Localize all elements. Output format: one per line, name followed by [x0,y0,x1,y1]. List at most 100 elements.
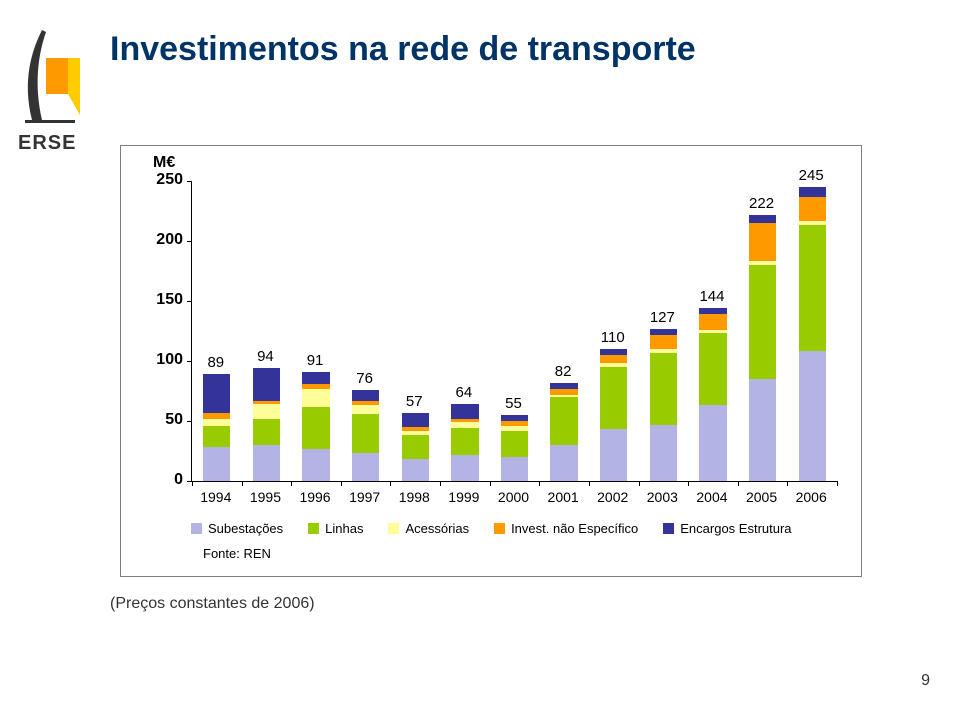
bar-segment-acessorias [253,404,280,418]
bar-segment-linhas [352,414,379,454]
bar-total-label: 127 [650,309,675,326]
bar-segment-subestacoes [501,457,528,481]
legend-label: Linhas [325,521,363,536]
x-axis-label: 2005 [746,489,777,505]
bar-segment-acessorias [650,349,677,353]
legend-item-nao_especifico: Invest. não Específico [494,521,638,536]
legend-swatch [663,523,674,534]
x-axis-label: 1996 [299,489,330,505]
bar-segment-nao_especifico [253,401,280,405]
bar-segment-linhas [203,426,230,448]
x-tick [589,481,590,486]
legend-label: Subestações [208,521,283,536]
page-title: Investimentos na rede de transporte [110,30,696,69]
x-tick [341,481,342,486]
x-tick [291,481,292,486]
x-axis-label: 1995 [250,489,281,505]
bar-total-label: 91 [307,352,324,369]
bar-segment-nao_especifico [650,335,677,349]
bar-segment-subestacoes [451,455,478,481]
bar-segment-nao_especifico [203,413,230,419]
plot-area [191,181,837,482]
bar-segment-nao_especifico [501,421,528,426]
bar-segment-encargos_estrutura [451,404,478,418]
y-tick [187,301,192,302]
bar-segment-acessorias [451,422,478,428]
x-axis-label: 2006 [796,489,827,505]
x-tick [837,481,838,486]
bar-segment-nao_especifico [550,389,577,395]
bar-segment-encargos_estrutura [550,383,577,389]
y-tick-label: 200 [143,231,183,249]
bar-segment-linhas [699,333,726,405]
bar-segment-subestacoes [302,449,329,481]
legend-swatch [388,523,399,534]
y-tick [187,421,192,422]
x-tick [390,481,391,486]
bar-segment-linhas [451,428,478,454]
bar-segment-encargos_estrutura [749,215,776,223]
x-tick [539,481,540,486]
bar-segment-nao_especifico [600,355,627,363]
legend-item-acessorias: Acessórias [388,521,469,536]
x-axis-label: 2001 [548,489,579,505]
bar-total-label: 76 [356,370,373,387]
legend-label: Invest. não Específico [511,521,638,536]
bar-segment-subestacoes [203,447,230,481]
bar-segment-subestacoes [402,459,429,481]
bar-segment-acessorias [799,221,826,226]
y-tick-label: 150 [143,291,183,309]
chart-legend: Subestações Linhas Acessórias Invest. não E… [191,521,836,536]
bar-segment-nao_especifico [699,314,726,330]
bar-total-label: 82 [555,363,572,380]
x-axis-label: 1994 [200,489,231,505]
y-tick-label: 0 [143,471,183,489]
x-tick [490,481,491,486]
legend-item-linhas: Linhas [308,521,363,536]
bar-segment-acessorias [402,431,429,436]
bar-segment-encargos_estrutura [699,308,726,314]
bar-segment-acessorias [550,395,577,397]
bar-total-label: 64 [456,384,473,401]
bar-segment-subestacoes [699,405,726,481]
x-tick [738,481,739,486]
bar-segment-acessorias [352,405,379,413]
legend-label: Acessórias [405,521,469,536]
bar-segment-subestacoes [600,429,627,481]
y-tick [187,241,192,242]
bar-total-label: 55 [505,395,522,412]
source-label: Fonte: REN [203,546,271,561]
x-axis-label: 2003 [647,489,678,505]
bar-segment-subestacoes [253,445,280,481]
prices-note: (Preços constantes de 2006) [110,595,315,613]
x-axis-label: 1997 [349,489,380,505]
bar-segment-subestacoes [650,425,677,481]
bar-total-label: 222 [749,195,774,212]
bar-segment-linhas [550,397,577,445]
bar-segment-nao_especifico [352,401,379,406]
legend-swatch [308,523,319,534]
bar-segment-acessorias [501,426,528,431]
x-axis-label: 1999 [448,489,479,505]
bar-total-label: 89 [207,354,224,371]
bar-segment-acessorias [699,330,726,334]
legend-label: Encargos Estrutura [680,521,791,536]
erse-logo [20,30,80,125]
y-tick [187,181,192,182]
bar-segment-encargos_estrutura [402,413,429,427]
bar-segment-nao_especifico [402,427,429,431]
x-tick [242,481,243,486]
x-tick [192,481,193,486]
bar-segment-acessorias [749,261,776,265]
x-tick [688,481,689,486]
bar-segment-nao_especifico [302,384,329,389]
x-tick [440,481,441,486]
bar-segment-subestacoes [799,351,826,481]
chart-container: M€ 050100150200250 199419951996199719981… [120,145,862,577]
bar-total-label: 245 [799,167,824,184]
page-number: 9 [921,672,930,690]
bar-segment-linhas [402,435,429,459]
bar-segment-linhas [600,367,627,429]
bar-segment-encargos_estrutura [302,372,329,384]
erse-label: ERSE [18,132,76,155]
